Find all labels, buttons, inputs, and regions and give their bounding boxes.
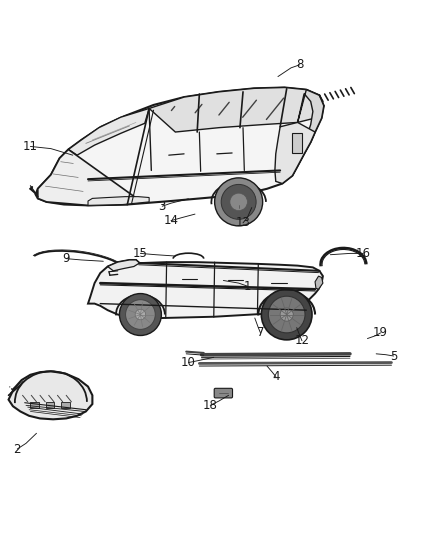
Circle shape: [215, 178, 263, 226]
Bar: [46, 402, 54, 408]
Polygon shape: [88, 260, 323, 318]
Polygon shape: [275, 123, 315, 183]
Polygon shape: [88, 197, 149, 205]
Circle shape: [221, 184, 256, 220]
Circle shape: [230, 193, 247, 211]
Text: 5: 5: [390, 350, 397, 362]
Polygon shape: [9, 372, 92, 419]
Circle shape: [120, 294, 161, 335]
Polygon shape: [149, 87, 324, 132]
FancyBboxPatch shape: [214, 389, 233, 398]
Text: 12: 12: [294, 334, 310, 347]
Circle shape: [261, 289, 312, 340]
Bar: [292, 133, 302, 153]
Bar: [30, 402, 39, 408]
Text: 9: 9: [63, 252, 70, 265]
Text: 11: 11: [23, 140, 38, 153]
Text: 3: 3: [159, 200, 166, 213]
Circle shape: [126, 300, 155, 329]
Circle shape: [280, 308, 293, 321]
Text: 14: 14: [163, 214, 178, 227]
Text: 15: 15: [133, 247, 148, 260]
Text: 1: 1: [244, 280, 251, 293]
Polygon shape: [38, 149, 141, 205]
Polygon shape: [108, 260, 140, 271]
Text: 7: 7: [257, 326, 264, 340]
Text: 4: 4: [272, 370, 279, 383]
Polygon shape: [68, 108, 149, 155]
Text: 2: 2: [14, 442, 21, 456]
Bar: [61, 402, 70, 408]
Text: 10: 10: [181, 356, 196, 369]
Text: 8: 8: [296, 58, 304, 71]
Circle shape: [135, 309, 146, 320]
Polygon shape: [35, 87, 324, 205]
Text: 16: 16: [356, 247, 371, 260]
Circle shape: [268, 296, 305, 333]
Polygon shape: [291, 90, 324, 176]
Text: 19: 19: [373, 326, 388, 340]
Text: 13: 13: [236, 216, 251, 229]
Text: 18: 18: [203, 399, 218, 412]
Polygon shape: [315, 276, 323, 289]
